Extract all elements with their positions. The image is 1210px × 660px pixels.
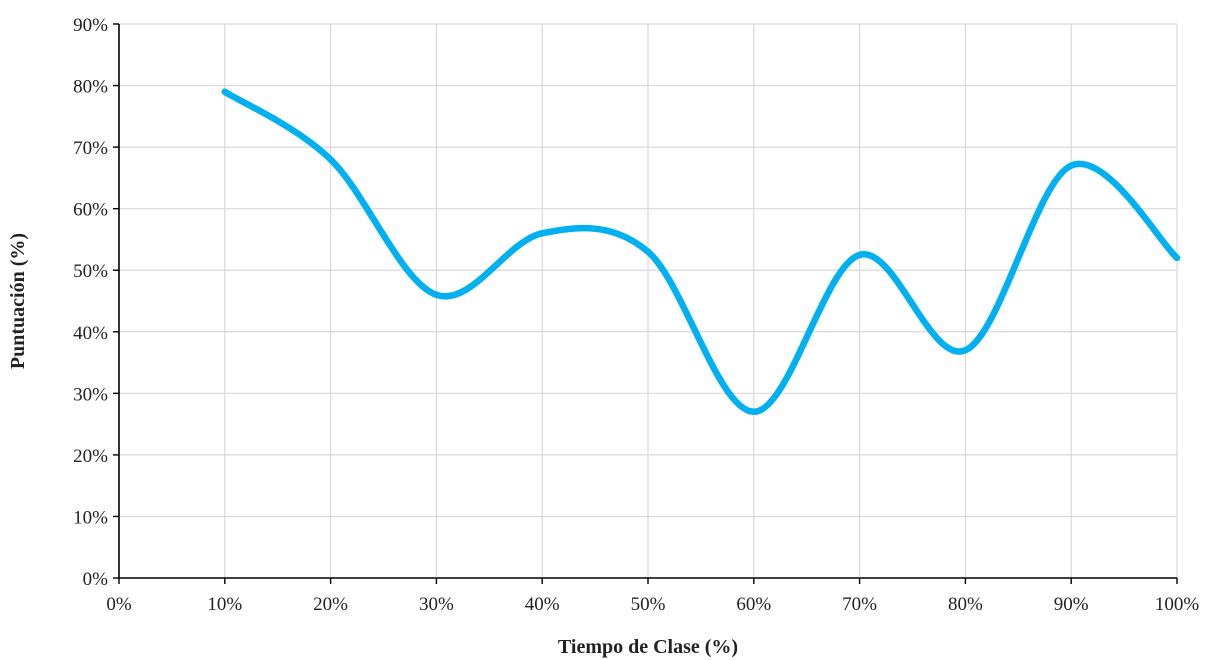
y-tick-label: 70% xyxy=(73,138,108,159)
axes xyxy=(113,23,1178,584)
y-tick-label: 50% xyxy=(73,261,108,282)
data-point xyxy=(433,291,440,299)
x-tick-label: 10% xyxy=(207,594,242,615)
y-tick-label: 20% xyxy=(73,446,108,467)
data-point xyxy=(1068,162,1075,169)
data-point xyxy=(644,248,652,255)
data-point xyxy=(1173,254,1181,262)
x-tick-label: 100% xyxy=(1155,594,1200,615)
data-point xyxy=(539,230,546,237)
y-tick-label: 30% xyxy=(73,384,108,405)
x-tick-label: 60% xyxy=(736,594,771,615)
x-tick-label: 20% xyxy=(313,594,348,615)
y-tick-label: 60% xyxy=(73,200,108,221)
series-line-1 xyxy=(221,88,1181,416)
x-tick-label: 80% xyxy=(948,594,983,615)
data-point xyxy=(962,347,969,354)
series-layer xyxy=(221,88,1181,416)
y-tick-label: 40% xyxy=(73,323,108,344)
data-point xyxy=(856,251,863,259)
y-tick-label: 0% xyxy=(83,569,109,590)
x-tick-label: 70% xyxy=(842,594,877,615)
data-point xyxy=(750,408,757,415)
y-axis-title: Puntuación (%) xyxy=(7,233,29,369)
y-tick-label: 10% xyxy=(73,507,108,528)
x-tick-labels: 0% 10% 20% 30% 40% 50% 60% 70% 80% 90% 100% xyxy=(106,594,1199,615)
x-tick-label: 90% xyxy=(1054,594,1089,615)
x-tick-label: 50% xyxy=(631,594,666,615)
y-tick-label: 90% xyxy=(73,15,108,36)
gridlines xyxy=(119,23,1178,578)
data-point xyxy=(327,156,334,163)
x-tick-label: 30% xyxy=(419,594,454,615)
y-tick-label: 80% xyxy=(73,77,108,98)
x-axis-title: Tiempo de Clase (%) xyxy=(558,636,738,658)
x-tick-label: 40% xyxy=(525,594,560,615)
data-point xyxy=(221,88,228,95)
x-tick-label: 0% xyxy=(106,594,132,615)
y-tick-labels: 0% 10% 20% 30% 40% 50% 60% 70% 80% 90% xyxy=(73,15,108,590)
